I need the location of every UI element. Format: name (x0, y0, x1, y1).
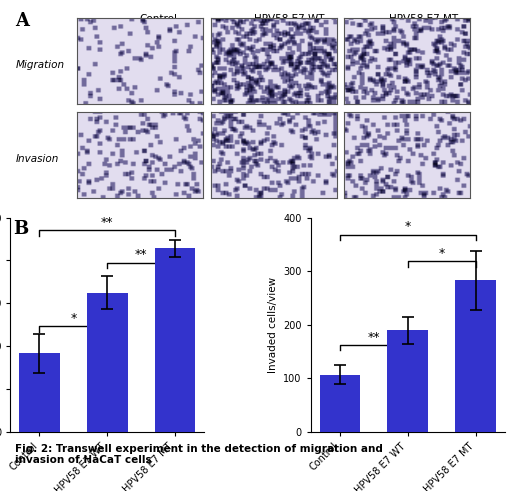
Bar (455, 280, 496, 432)
Bar (87, 293, 128, 432)
Bar (320, 375, 360, 432)
Text: *: * (439, 247, 445, 260)
Bar (19, 354, 60, 432)
Text: HPV58 E7 MT: HPV58 E7 MT (388, 14, 458, 24)
Text: **: ** (101, 216, 113, 229)
Text: Migration: Migration (15, 59, 64, 70)
Text: Control: Control (140, 14, 178, 24)
Text: A: A (15, 12, 29, 30)
Text: Invasion: Invasion (15, 154, 59, 164)
Bar (387, 330, 428, 432)
Text: HPV58 E7 WT: HPV58 E7 WT (254, 14, 325, 24)
Text: **: ** (368, 330, 380, 344)
Y-axis label: Invaded cells/view: Invaded cells/view (268, 277, 278, 373)
Text: **: ** (135, 248, 147, 261)
Text: Fig. 2: Transwell experiment in the detection of migration and
invasion of HaCaT: Fig. 2: Transwell experiment in the dete… (15, 444, 383, 465)
Text: B: B (13, 220, 28, 238)
Text: *: * (405, 220, 411, 233)
Text: *: * (70, 312, 76, 325)
Bar (154, 248, 195, 432)
